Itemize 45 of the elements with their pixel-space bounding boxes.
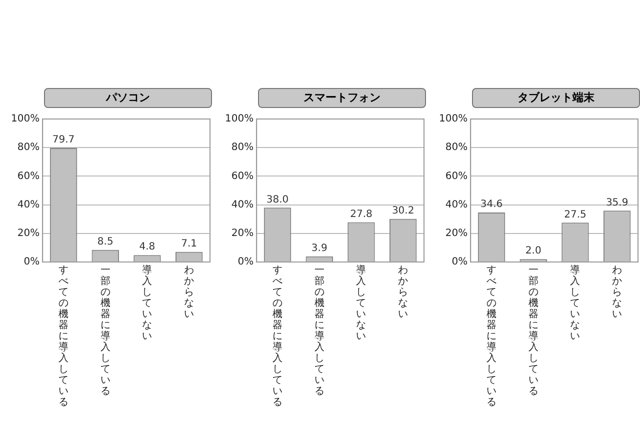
x-tick-label: 導入していない [142, 264, 152, 342]
category-label: 一部の機器に導入している [100, 265, 110, 398]
y-tick-label: 100% [10, 114, 40, 125]
y-tick-label: 100% [438, 114, 468, 125]
y-tick-label: 40% [445, 199, 468, 210]
x-tick-label: 導入していない [570, 264, 580, 342]
data-label: 27.5 [564, 209, 586, 220]
chart-title: パソコン [44, 88, 212, 108]
category-label: 一部の機器に導入している [528, 265, 538, 398]
chart-title: タブレット端末 [472, 88, 640, 108]
y-tick-label: 0% [24, 256, 40, 268]
x-tick-label: 導入していない [356, 264, 366, 342]
y-tick-label: 100% [224, 114, 254, 125]
chart-title: スマートフォン [258, 88, 426, 108]
data-label: 38.0 [266, 194, 289, 206]
category-label: 一部の機器に導入している [314, 265, 324, 398]
y-tick-label: 80% [445, 142, 468, 154]
y-tick-label: 0% [238, 256, 254, 268]
y-tick-label: 40% [231, 199, 254, 210]
y-tick-label: 80% [231, 142, 254, 154]
data-label: 35.9 [606, 197, 628, 208]
y-tick-label: 60% [445, 170, 468, 182]
data-label: 2.0 [525, 246, 542, 257]
category-label: すべての機器に導入している [58, 265, 69, 408]
category-label: すべての機器に導入している [272, 265, 283, 408]
category-label: すべての機器に導入している [486, 265, 497, 408]
data-label: 30.2 [392, 205, 414, 216]
y-tick-label: 80% [17, 142, 40, 154]
data-label: 4.8 [139, 242, 156, 253]
x-tick-label: わからない [612, 265, 622, 320]
y-tick-label: 0% [452, 256, 468, 268]
data-label: 7.1 [181, 238, 198, 250]
data-label: 34.6 [480, 199, 503, 210]
x-tick-label: わからない [184, 265, 194, 320]
data-label: 79.7 [52, 134, 75, 146]
y-tick-label: 20% [445, 228, 468, 239]
data-label: 27.8 [350, 208, 372, 220]
y-tick-label: 60% [231, 170, 254, 182]
y-tick-label: 40% [17, 199, 40, 210]
y-tick-label: 20% [17, 228, 40, 239]
y-tick-label: 60% [17, 170, 40, 182]
data-label: 8.5 [97, 236, 114, 248]
y-tick-label: 20% [231, 228, 254, 239]
x-tick-label: わからない [398, 265, 408, 320]
data-label: 3.9 [311, 243, 328, 254]
